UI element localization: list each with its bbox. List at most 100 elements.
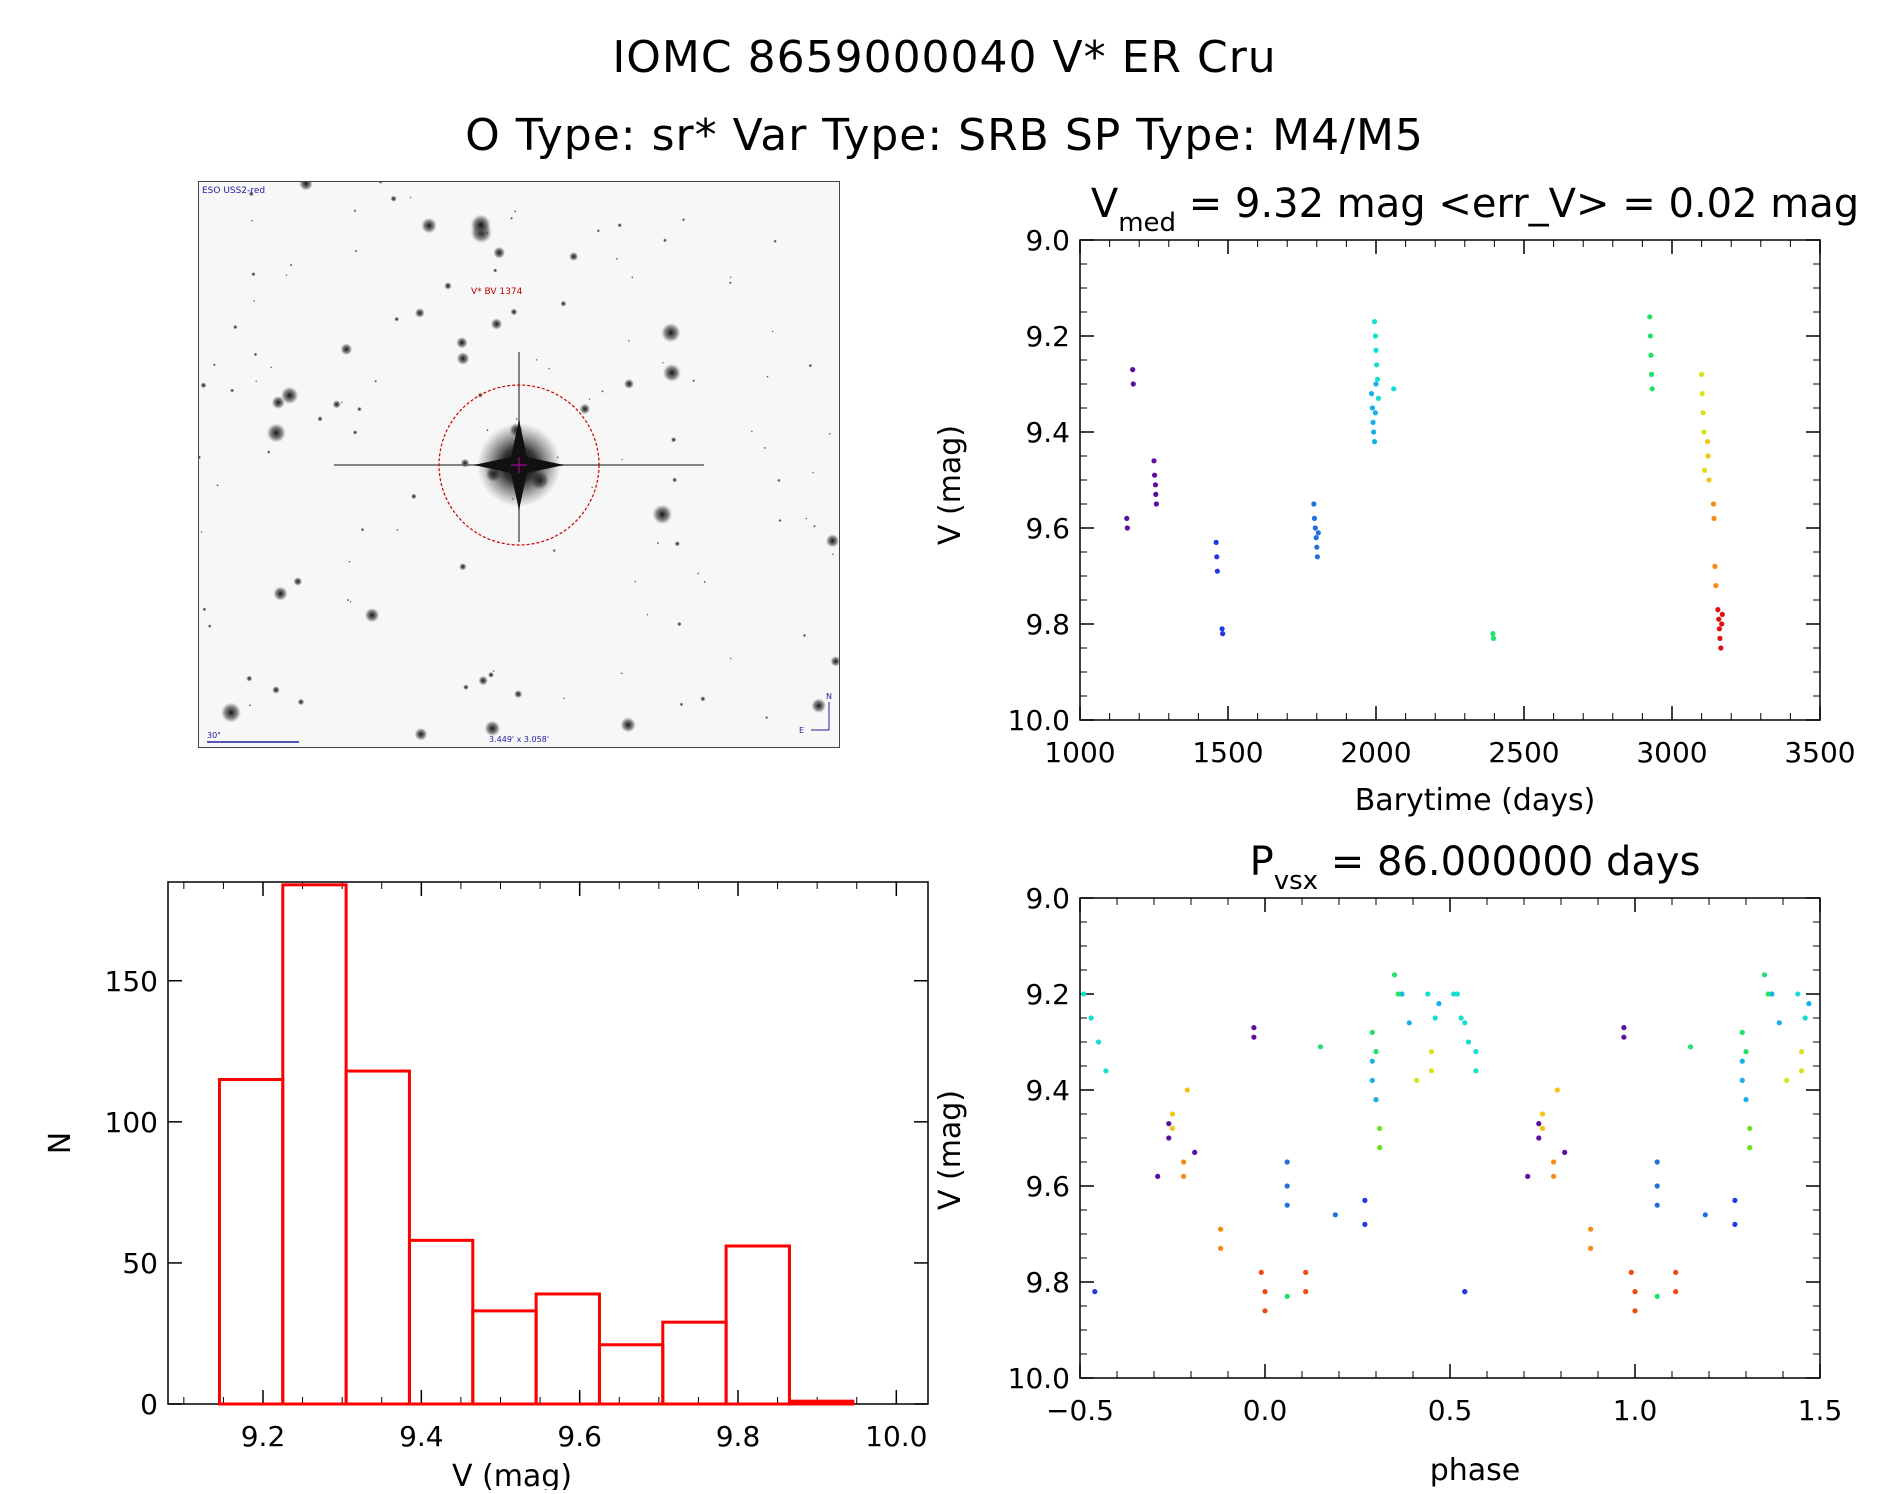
phased-ytick-label: 9.0 bbox=[1025, 882, 1070, 915]
field-star bbox=[396, 528, 399, 531]
lightcurve-point bbox=[1713, 583, 1719, 589]
field-star bbox=[487, 671, 495, 678]
phased-point bbox=[1184, 1087, 1190, 1093]
north-label: N bbox=[826, 692, 832, 701]
histogram-bar bbox=[724, 1244, 791, 1406]
phased-point bbox=[1554, 1087, 1560, 1093]
field-star bbox=[624, 378, 635, 389]
field-star bbox=[490, 318, 503, 330]
lightcurve-xtick-label: 1000 bbox=[1044, 736, 1115, 769]
lightcurve-point bbox=[1220, 631, 1226, 637]
phased-point bbox=[1769, 991, 1775, 997]
field-star bbox=[200, 382, 207, 389]
lightcurve-point bbox=[1312, 525, 1318, 531]
field-star bbox=[364, 607, 380, 623]
phased-points bbox=[1081, 972, 1812, 1314]
field-star bbox=[677, 621, 682, 627]
lightcurve-point bbox=[1649, 386, 1655, 392]
phased-point bbox=[1081, 991, 1087, 997]
lightcurve-point bbox=[1219, 626, 1225, 632]
lightcurve-point bbox=[1372, 410, 1379, 416]
phased-ylabel: V (mag) bbox=[933, 1090, 968, 1210]
lightcurve-ytick-label: 9.4 bbox=[1025, 416, 1070, 449]
lightcurve-point bbox=[1130, 367, 1136, 373]
phased-point bbox=[1377, 1145, 1383, 1151]
lightcurve-point bbox=[1153, 501, 1159, 507]
lightcurve-point bbox=[1716, 626, 1722, 632]
phased-title-rest: = 86.000000 days bbox=[1318, 839, 1700, 885]
field-star bbox=[299, 182, 313, 191]
lightcurve-point bbox=[1124, 515, 1130, 521]
phased-xtick-label: 0.5 bbox=[1428, 1394, 1473, 1427]
lightcurve-point bbox=[1374, 376, 1381, 382]
phased-title: Pvsx = 86.000000 days bbox=[1250, 839, 1701, 896]
phased-point bbox=[1399, 991, 1405, 997]
lightcurve-point bbox=[1701, 467, 1708, 473]
field-star bbox=[513, 210, 517, 213]
field-star bbox=[728, 281, 732, 285]
lightcurve-point bbox=[1710, 501, 1717, 507]
phased-point bbox=[1632, 1289, 1638, 1295]
lightcurve-xlabel: Barytime (days) bbox=[1355, 783, 1596, 818]
histogram-bar bbox=[471, 1309, 538, 1406]
field-star bbox=[674, 541, 681, 547]
histogram-bar bbox=[281, 883, 348, 1406]
phased-xtick-label: −0.5 bbox=[1046, 1394, 1114, 1427]
lightcurve-point bbox=[1371, 319, 1378, 325]
histogram-xtick-label: 9.2 bbox=[241, 1420, 286, 1453]
lightcurve-point bbox=[1719, 621, 1725, 627]
histogram-ytick-label: 100 bbox=[105, 1106, 158, 1139]
field-star bbox=[661, 361, 664, 364]
histogram-bar bbox=[597, 1343, 665, 1406]
lightcurve-point bbox=[1152, 482, 1159, 488]
lightcurve-point bbox=[1373, 347, 1379, 353]
lightcurve-title-sub: med bbox=[1118, 208, 1176, 238]
phased-point bbox=[1451, 991, 1457, 997]
lightcurve-point bbox=[1699, 371, 1705, 377]
field-star bbox=[777, 478, 781, 483]
lightcurve-point bbox=[1371, 439, 1378, 445]
field-star bbox=[703, 580, 706, 584]
lightcurve-point bbox=[1311, 515, 1318, 521]
phased-point bbox=[1332, 1212, 1338, 1218]
field-star bbox=[255, 380, 258, 383]
phased-point bbox=[1732, 1221, 1738, 1227]
phased-frame bbox=[1079, 897, 1821, 1379]
field-star bbox=[662, 363, 681, 382]
field-star bbox=[272, 686, 280, 694]
field-star bbox=[230, 388, 235, 393]
field-star bbox=[828, 432, 831, 435]
histogram-ytick-label: 150 bbox=[105, 965, 158, 998]
lightcurve-point bbox=[1699, 391, 1705, 397]
lightcurve-point bbox=[1648, 352, 1654, 358]
fov-label: 3.449' x 3.058' bbox=[489, 735, 549, 744]
lightcurve-point bbox=[1311, 501, 1317, 507]
phased-point bbox=[1166, 1135, 1172, 1141]
histogram-ytick-label: 0 bbox=[140, 1388, 158, 1421]
lightcurve-point bbox=[1373, 381, 1379, 387]
field-star bbox=[220, 702, 242, 723]
phased-point bbox=[1621, 1025, 1627, 1031]
field-star bbox=[825, 534, 839, 548]
phased-point bbox=[1103, 1068, 1109, 1074]
lightcurve-ytick-label: 9.6 bbox=[1025, 512, 1070, 545]
field-star bbox=[394, 316, 400, 322]
phased-point bbox=[1169, 1125, 1176, 1131]
phased-point bbox=[1462, 1020, 1468, 1026]
phased-point bbox=[1747, 1145, 1753, 1151]
phased-point bbox=[1747, 1125, 1753, 1131]
lightcurve-point bbox=[1151, 472, 1158, 478]
finder-chart-svg: ESO USS2-red V* BV 1374 30" 3.449' x 3.0… bbox=[199, 182, 839, 747]
field-star bbox=[763, 446, 766, 450]
field-star bbox=[360, 527, 365, 532]
lightcurve-point bbox=[1718, 645, 1724, 651]
phased-point bbox=[1621, 1034, 1627, 1040]
lightcurve-ytick-label: 9.8 bbox=[1025, 608, 1070, 641]
lightcurve-point bbox=[1151, 458, 1157, 464]
field-star bbox=[340, 401, 343, 404]
lightcurve-point bbox=[1313, 535, 1319, 541]
lightcurve-point bbox=[1369, 405, 1376, 411]
survey-label: ESO USS2-red bbox=[202, 186, 265, 196]
phased-point bbox=[1373, 1049, 1379, 1055]
histogram-xtick-label: 9.6 bbox=[557, 1420, 602, 1453]
